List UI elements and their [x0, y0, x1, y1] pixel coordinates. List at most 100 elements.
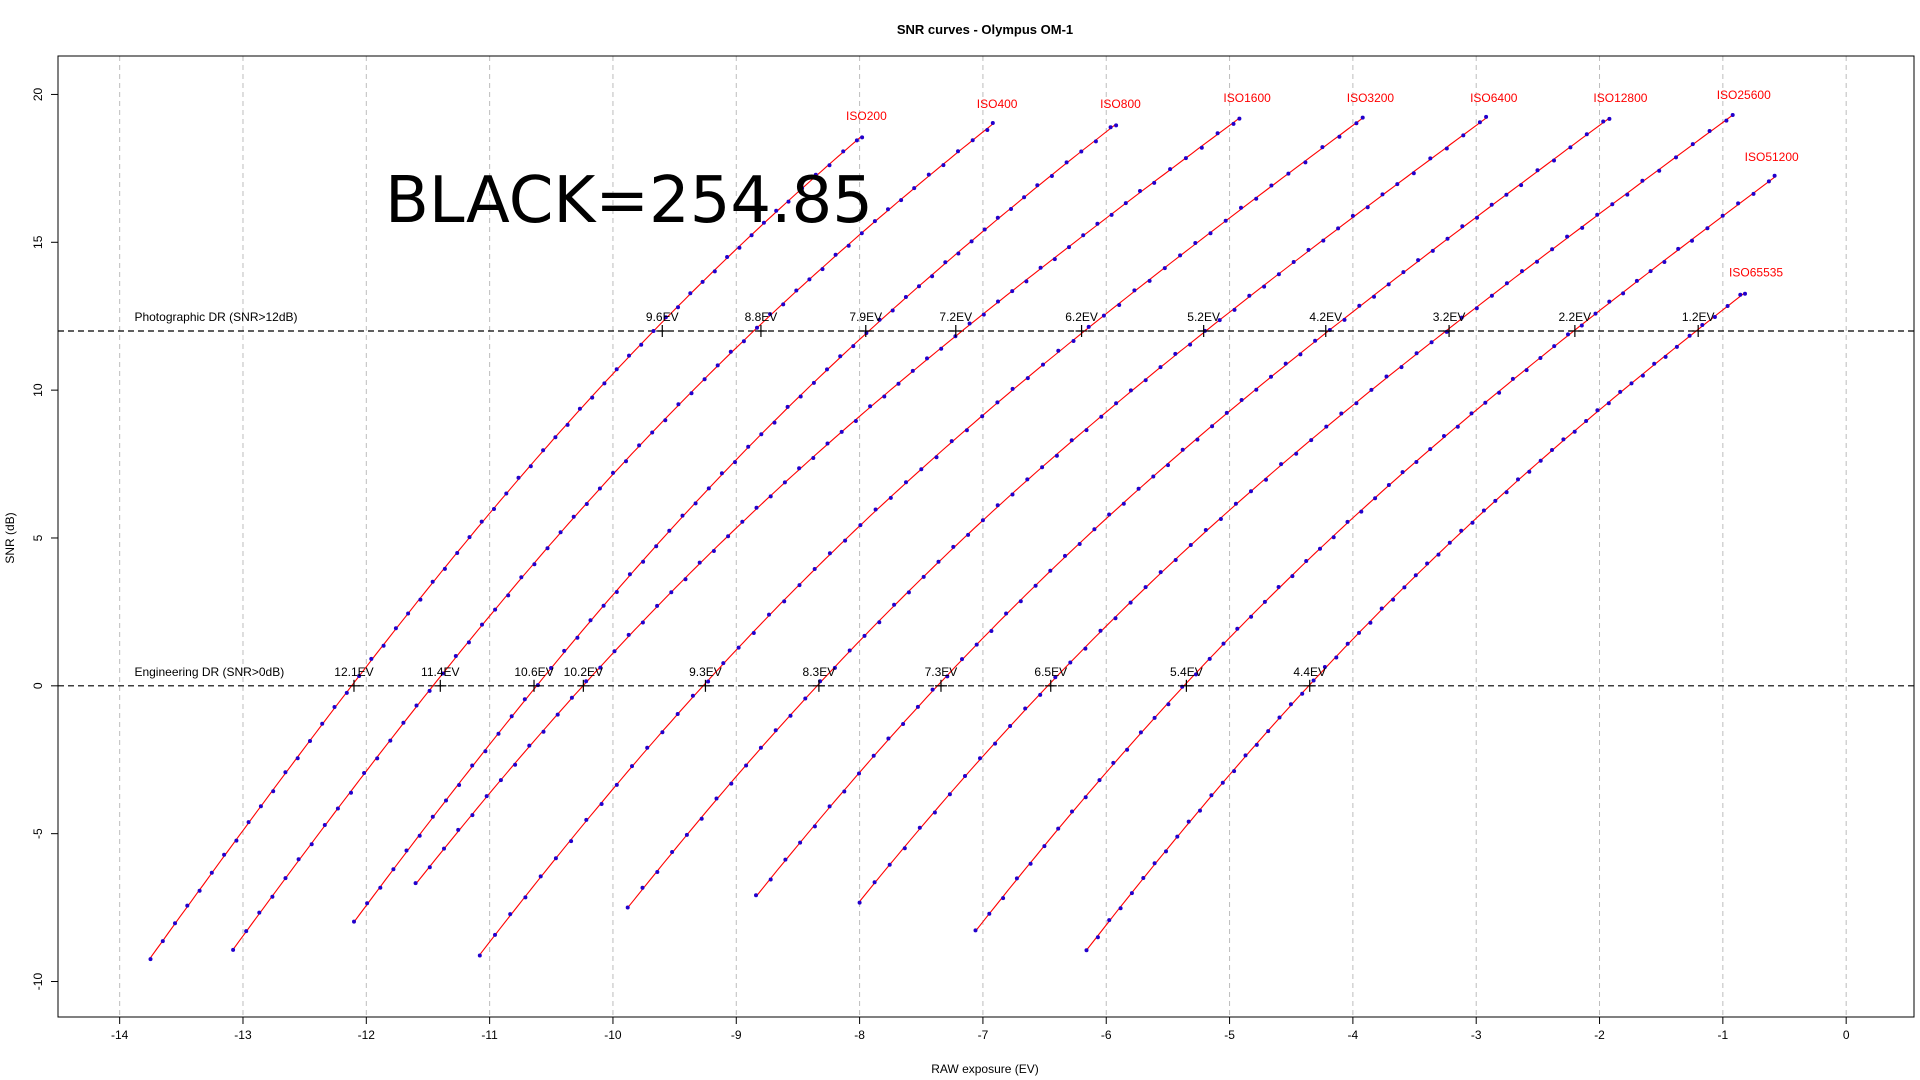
data-point-iso12800 [1210, 424, 1215, 429]
data-point-iso800 [785, 404, 790, 409]
data-point-iso12800 [798, 840, 803, 845]
data-point-iso400 [349, 790, 353, 795]
data-point-iso3200 [949, 439, 954, 444]
data-point-iso51200 [1194, 672, 1198, 677]
data-point-iso3200 [1354, 121, 1359, 126]
data-point-iso3200 [1193, 241, 1198, 245]
dr-label-photographic_dr-iso25600: 3.2EV [1433, 310, 1466, 324]
data-point-iso800 [746, 444, 751, 449]
data-point-iso51200 [1442, 434, 1446, 438]
data-point-iso200 [700, 279, 705, 284]
data-point-iso800 [391, 867, 396, 872]
dr-label-photographic_dr-iso51200: 2.2EV [1559, 310, 1592, 324]
y-tick-label-0: -10 [31, 973, 45, 991]
data-point-iso51200 [1304, 559, 1309, 563]
data-point-iso3200 [919, 467, 924, 472]
data-point-iso800 [601, 603, 606, 608]
data-point-iso200 [639, 342, 644, 347]
axes: -14 -13 -12 -11 -10 -9 -8 -7 -6 -5 -4 -3 -2 -1 0-10-50… [31, 87, 1850, 1042]
data-point-iso3200 [1147, 278, 1152, 283]
data-point-iso3200 [843, 538, 848, 543]
data-point-iso12800 [768, 877, 773, 882]
data-point-iso1600 [442, 846, 446, 851]
data-point-iso400 [702, 377, 707, 382]
data-point-iso1600 [782, 480, 787, 485]
data-point-iso12800 [1519, 183, 1524, 188]
data-point-iso51200 [987, 911, 992, 916]
dr-label-photographic_dr-iso12800: 4.2EV [1309, 310, 1342, 324]
data-point-iso25600 [1707, 129, 1712, 133]
data-point-iso200 [357, 674, 362, 678]
data-point-iso800 [470, 763, 475, 768]
data-point-iso12800 [1195, 437, 1200, 442]
reference-label-0: Photographic DR (SNR>12dB) [134, 310, 297, 324]
data-point-iso65535 [1095, 935, 1100, 940]
data-point-iso25600 [1113, 616, 1118, 621]
snr-points [148, 113, 1777, 962]
data-point-iso800 [483, 749, 488, 754]
x-tick-label-14: 0 [1843, 1028, 1850, 1042]
data-point-iso1600 [697, 560, 702, 565]
data-point-iso25600 [1384, 374, 1389, 379]
data-point-iso200 [577, 406, 582, 411]
data-point-iso800 [1079, 149, 1084, 154]
data-point-iso3200 [1041, 362, 1045, 367]
data-point-iso800 [706, 486, 711, 491]
data-point-iso3200 [888, 495, 893, 500]
data-point-iso3200 [1337, 134, 1342, 139]
data-point-iso12800 [1607, 116, 1612, 121]
data-point-iso3200 [1010, 386, 1015, 391]
data-point-iso65535 [1629, 381, 1634, 386]
data-point-iso65535 [1459, 528, 1464, 533]
data-point-iso3200 [858, 523, 863, 528]
data-point-iso400 [970, 138, 975, 143]
data-point-iso800 [1114, 123, 1119, 128]
series-label-iso65535: ISO65535 [1729, 266, 1783, 280]
data-point-iso12800 [1107, 512, 1112, 517]
data-point-iso800 [838, 354, 843, 359]
data-point-iso65535 [1504, 490, 1509, 495]
data-point-iso51200 [1249, 614, 1254, 619]
data-point-iso6400 [788, 713, 793, 718]
data-point-iso25600 [1309, 438, 1314, 443]
data-point-iso800 [877, 317, 882, 322]
data-point-iso65535 [1118, 906, 1123, 911]
data-point-iso200 [492, 507, 496, 511]
data-point-iso6400 [1247, 293, 1252, 298]
data-point-iso6400 [1336, 226, 1341, 231]
data-point-iso12800 [783, 857, 788, 862]
data-point-iso200 [663, 315, 668, 320]
data-point-iso1600 [839, 429, 844, 434]
data-point-iso3200 [1132, 288, 1137, 293]
data-point-iso400 [506, 593, 511, 598]
data-point-iso6400 [1069, 438, 1074, 443]
data-point-iso12800 [1018, 599, 1023, 604]
data-point-iso3200 [477, 953, 482, 958]
data-point-iso12800 [974, 642, 979, 647]
data-point-iso400 [926, 172, 931, 177]
data-point-iso200 [197, 888, 202, 893]
data-point-iso65535 [1334, 655, 1339, 660]
snr-curve-iso51200 [975, 176, 1775, 932]
data-point-iso800 [956, 251, 961, 256]
data-point-iso200 [860, 135, 865, 140]
data-point-iso6400 [773, 728, 778, 733]
data-point-iso51200 [1607, 299, 1612, 304]
data-point-iso1600 [527, 743, 532, 748]
data-point-iso65535 [1700, 323, 1705, 327]
data-point-iso1600 [1123, 201, 1128, 206]
data-point-iso12800 [1224, 410, 1229, 415]
data-point-iso800 [352, 919, 356, 924]
data-point-iso65535 [1311, 678, 1316, 683]
data-point-iso51200 [1621, 291, 1626, 296]
data-point-iso400 [335, 806, 340, 811]
data-point-iso51200 [1736, 201, 1741, 206]
dr-label-photographic_dr-iso1600: 7.2EV [939, 310, 972, 324]
data-point-iso51200 [1111, 760, 1116, 765]
data-point-iso200 [854, 138, 859, 143]
data-point-iso800 [417, 833, 422, 838]
data-point-iso800 [733, 460, 737, 465]
dr-label-photographic_dr-iso200: 9.6EV [646, 310, 679, 324]
data-point-iso1600 [896, 381, 901, 386]
data-point-iso51200 [1345, 519, 1350, 524]
